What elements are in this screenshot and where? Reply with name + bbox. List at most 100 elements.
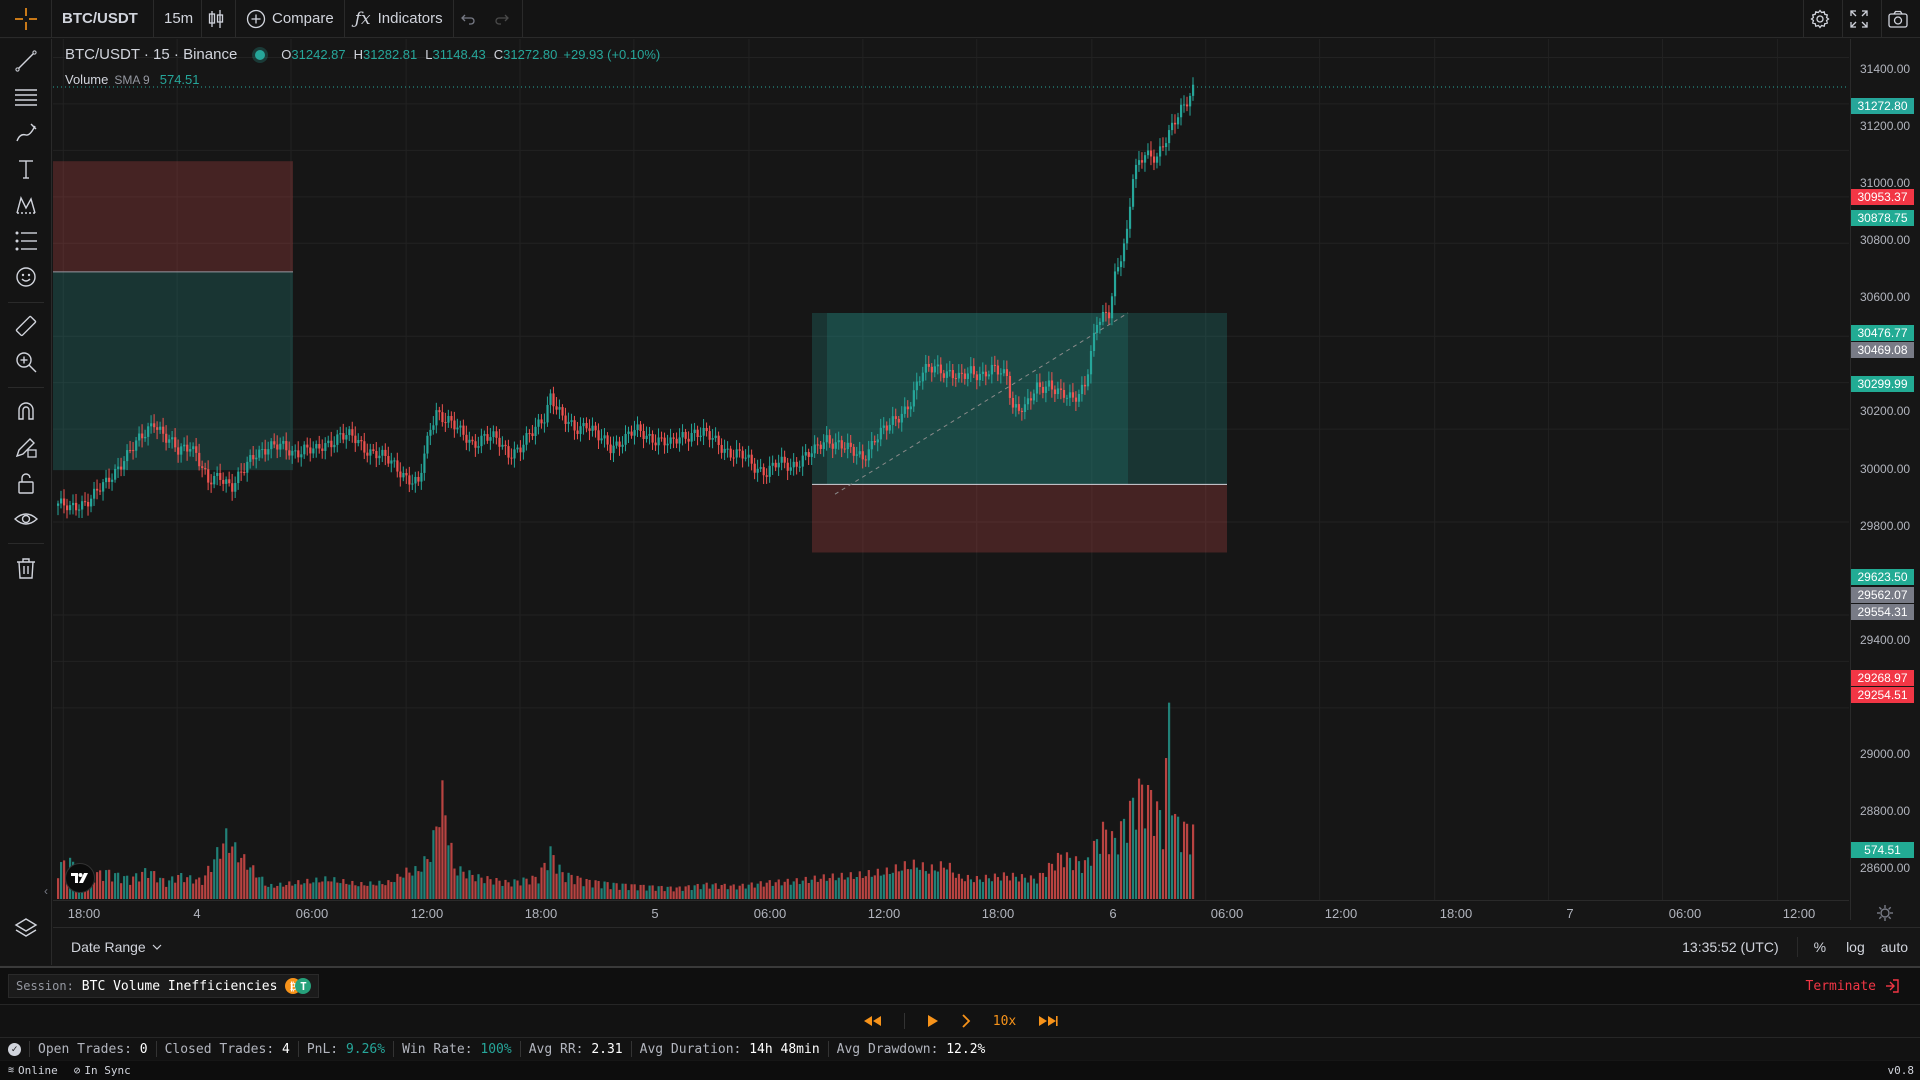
candle-body bbox=[1074, 397, 1078, 402]
volume-bar bbox=[192, 883, 195, 899]
trend-line-tool[interactable] bbox=[13, 48, 39, 74]
pattern-tool[interactable] bbox=[13, 192, 39, 218]
candle-body bbox=[930, 366, 933, 373]
step-forward-button[interactable] bbox=[961, 1014, 971, 1028]
candle-body bbox=[927, 364, 930, 367]
compare-button[interactable]: Compare bbox=[236, 0, 345, 38]
symbol-search-button[interactable]: BTC/USDT bbox=[52, 0, 154, 38]
volume-bar bbox=[1125, 842, 1129, 899]
tradingview-logo[interactable] bbox=[65, 863, 95, 893]
avg-drawdown-value: 12.2% bbox=[946, 1041, 986, 1057]
brush-tool[interactable] bbox=[13, 120, 39, 146]
volume-bar bbox=[450, 842, 453, 899]
volume-bar bbox=[678, 886, 681, 899]
volume-bar bbox=[327, 881, 330, 899]
indicators-label: Indicators bbox=[377, 10, 443, 27]
redo-button[interactable] bbox=[488, 0, 523, 38]
price-tag: 29554.31 bbox=[1851, 604, 1914, 620]
candle-body bbox=[489, 437, 492, 441]
screenshot-button[interactable] bbox=[1881, 0, 1920, 38]
utc-clock[interactable]: 13:35:52 (UTC) bbox=[1682, 938, 1779, 955]
candle-body bbox=[141, 433, 144, 439]
candle-body bbox=[966, 373, 970, 379]
volume-bar bbox=[1089, 865, 1093, 899]
toolbar-divider bbox=[8, 387, 44, 388]
volume-bar bbox=[768, 880, 771, 899]
volume-bar bbox=[1005, 875, 1009, 899]
volume-bar bbox=[534, 876, 537, 899]
object-tree-tool[interactable] bbox=[13, 915, 39, 941]
candle-body bbox=[309, 447, 312, 454]
legend-c-label: C bbox=[493, 47, 504, 62]
volume-bar bbox=[978, 879, 982, 899]
candle-body bbox=[915, 381, 918, 391]
chart-type-button[interactable] bbox=[202, 0, 236, 38]
date-range-button[interactable]: Date Range bbox=[71, 939, 162, 955]
candle-body bbox=[132, 450, 135, 452]
log-toggle[interactable]: log bbox=[1846, 938, 1865, 955]
terminate-button[interactable]: Terminate bbox=[1806, 978, 1900, 994]
price-chart[interactable] bbox=[53, 39, 1849, 900]
indicators-button[interactable]: ƒx Indicators bbox=[345, 0, 454, 38]
scale-settings-icon[interactable] bbox=[1876, 904, 1894, 922]
candle-body bbox=[321, 448, 324, 451]
volume-bar bbox=[285, 885, 288, 899]
position-tool[interactable] bbox=[13, 228, 39, 254]
legend-change: +29.93 (+0.10%) bbox=[563, 47, 661, 62]
time-tick-label: 4 bbox=[193, 906, 201, 921]
lock-all-tool[interactable] bbox=[13, 470, 39, 496]
candle-body bbox=[888, 424, 891, 431]
chart-pane[interactable] bbox=[53, 39, 1849, 920]
volume-bar bbox=[939, 861, 942, 899]
percent-toggle[interactable]: % bbox=[1813, 938, 1827, 955]
ruler-tool[interactable] bbox=[13, 313, 39, 339]
rewind-button[interactable] bbox=[862, 1015, 882, 1027]
volume-bar bbox=[204, 875, 207, 899]
remove-drawings-tool[interactable] bbox=[13, 555, 39, 581]
text-tool[interactable] bbox=[13, 156, 39, 182]
magnet-tool[interactable] bbox=[13, 398, 39, 424]
candle-body bbox=[738, 449, 741, 451]
time-scale[interactable] bbox=[53, 900, 1849, 926]
settings-button[interactable] bbox=[1803, 0, 1842, 38]
lock-drawing-tool[interactable] bbox=[13, 434, 39, 460]
volume-bar bbox=[195, 879, 198, 899]
zoom-in-icon bbox=[16, 352, 37, 373]
candle-body bbox=[111, 479, 114, 482]
candle-body bbox=[747, 454, 750, 458]
volume-bar bbox=[738, 885, 741, 899]
volume-bar bbox=[417, 871, 420, 899]
hide-drawings-tool[interactable] bbox=[13, 506, 39, 532]
interval-button[interactable]: 15m bbox=[154, 0, 202, 38]
price-scale[interactable] bbox=[1850, 39, 1920, 920]
volume-bar bbox=[447, 845, 450, 899]
fullscreen-button[interactable] bbox=[1842, 0, 1881, 38]
candle-body bbox=[741, 450, 744, 459]
auto-toggle[interactable]: auto bbox=[1880, 938, 1908, 955]
candle-body bbox=[756, 468, 759, 473]
candle-body bbox=[486, 434, 489, 441]
volume-bar bbox=[93, 882, 96, 899]
volume-bar bbox=[765, 882, 768, 899]
candle-body bbox=[903, 406, 906, 414]
volume-bar bbox=[282, 886, 285, 899]
fast-forward-button[interactable] bbox=[1038, 1015, 1058, 1027]
volume-bar bbox=[615, 883, 618, 899]
play-button[interactable] bbox=[927, 1014, 939, 1028]
session-chip[interactable]: Session: BTC Volume Inefficiencies ₿ T bbox=[8, 974, 320, 998]
volume-bar bbox=[1065, 852, 1069, 899]
volume-bar bbox=[258, 877, 261, 899]
volume-legend: Volume SMA 9 574.51 bbox=[65, 72, 200, 87]
speed-selector[interactable]: 10x bbox=[992, 1013, 1017, 1029]
exit-icon bbox=[1886, 979, 1899, 993]
crosshair-tool[interactable] bbox=[0, 0, 52, 38]
emoji-tool[interactable] bbox=[13, 264, 39, 290]
candle-body bbox=[1062, 389, 1066, 398]
volume-bar bbox=[816, 881, 819, 899]
volume-bar bbox=[681, 890, 684, 899]
horizontal-lines-tool[interactable] bbox=[13, 84, 39, 110]
undo-button[interactable] bbox=[454, 0, 488, 38]
collapse-toolbar-button[interactable]: ‹ bbox=[44, 884, 48, 898]
zoom-tool[interactable] bbox=[13, 349, 39, 375]
volume-bar bbox=[705, 882, 708, 899]
